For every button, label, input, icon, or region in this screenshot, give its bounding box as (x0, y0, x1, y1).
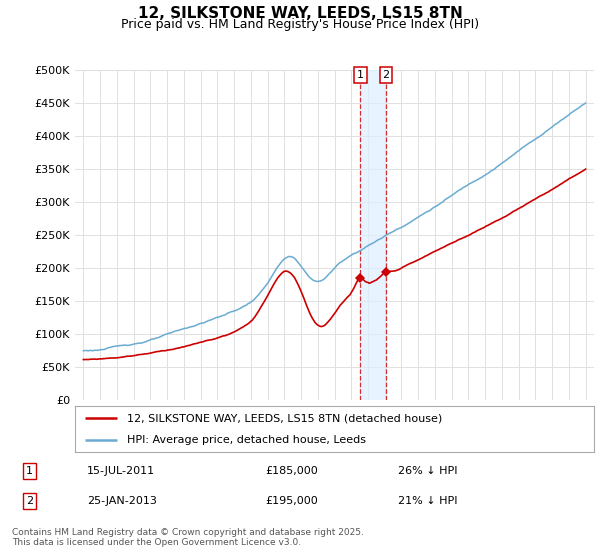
Text: 15-JUL-2011: 15-JUL-2011 (87, 466, 155, 476)
Text: 21% ↓ HPI: 21% ↓ HPI (398, 496, 457, 506)
Text: 12, SILKSTONE WAY, LEEDS, LS15 8TN: 12, SILKSTONE WAY, LEEDS, LS15 8TN (137, 6, 463, 21)
Text: 2: 2 (26, 496, 33, 506)
Text: 1: 1 (357, 70, 364, 80)
Text: 25-JAN-2013: 25-JAN-2013 (87, 496, 157, 506)
Bar (360, 70, 386, 400)
Text: HPI: Average price, detached house, Leeds: HPI: Average price, detached house, Leed… (127, 435, 366, 445)
Text: 26% ↓ HPI: 26% ↓ HPI (398, 466, 457, 476)
Text: Contains HM Land Registry data © Crown copyright and database right 2025.
This d: Contains HM Land Registry data © Crown c… (12, 528, 364, 547)
Text: £185,000: £185,000 (265, 466, 318, 476)
Text: £195,000: £195,000 (265, 496, 318, 506)
Text: 1: 1 (26, 466, 33, 476)
Text: Price paid vs. HM Land Registry's House Price Index (HPI): Price paid vs. HM Land Registry's House … (121, 18, 479, 31)
Text: 12, SILKSTONE WAY, LEEDS, LS15 8TN (detached house): 12, SILKSTONE WAY, LEEDS, LS15 8TN (deta… (127, 413, 442, 423)
Text: 2: 2 (382, 70, 389, 80)
